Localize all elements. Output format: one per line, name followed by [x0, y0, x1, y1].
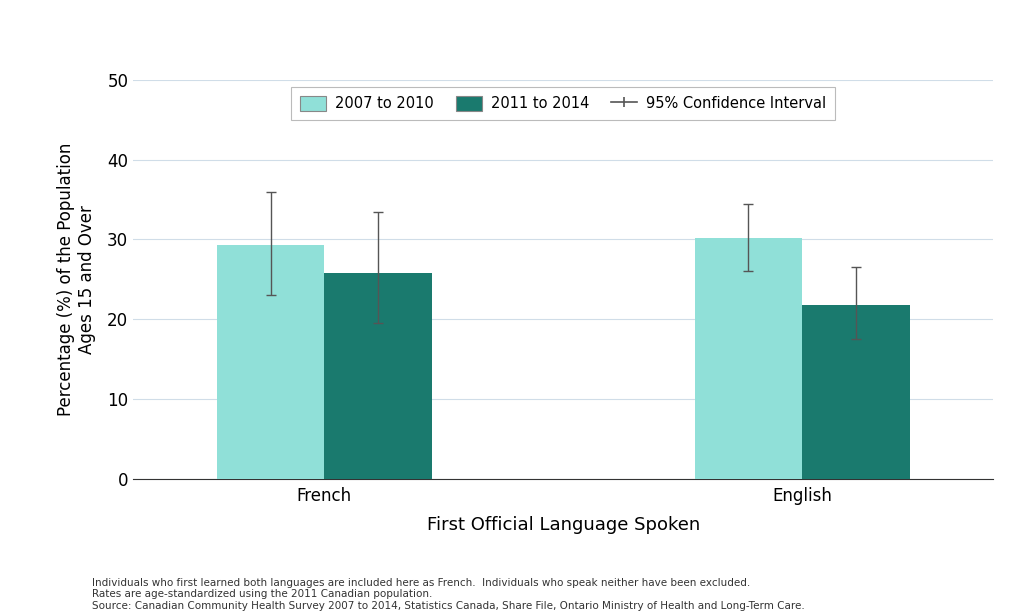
Y-axis label: Percentage (%) of the Population
Ages 15 and Over: Percentage (%) of the Population Ages 15…	[57, 142, 96, 416]
Bar	[325, 273, 432, 479]
Bar	[217, 245, 325, 479]
Text: Individuals who first learned both languages are included here as French.  Indiv: Individuals who first learned both langu…	[92, 578, 805, 611]
Bar	[802, 305, 909, 479]
Bar	[694, 238, 802, 479]
X-axis label: First Official Language Spoken: First Official Language Spoken	[427, 516, 699, 534]
Legend: 2007 to 2010, 2011 to 2014, 95% Confidence Interval: 2007 to 2010, 2011 to 2014, 95% Confiden…	[292, 87, 835, 120]
